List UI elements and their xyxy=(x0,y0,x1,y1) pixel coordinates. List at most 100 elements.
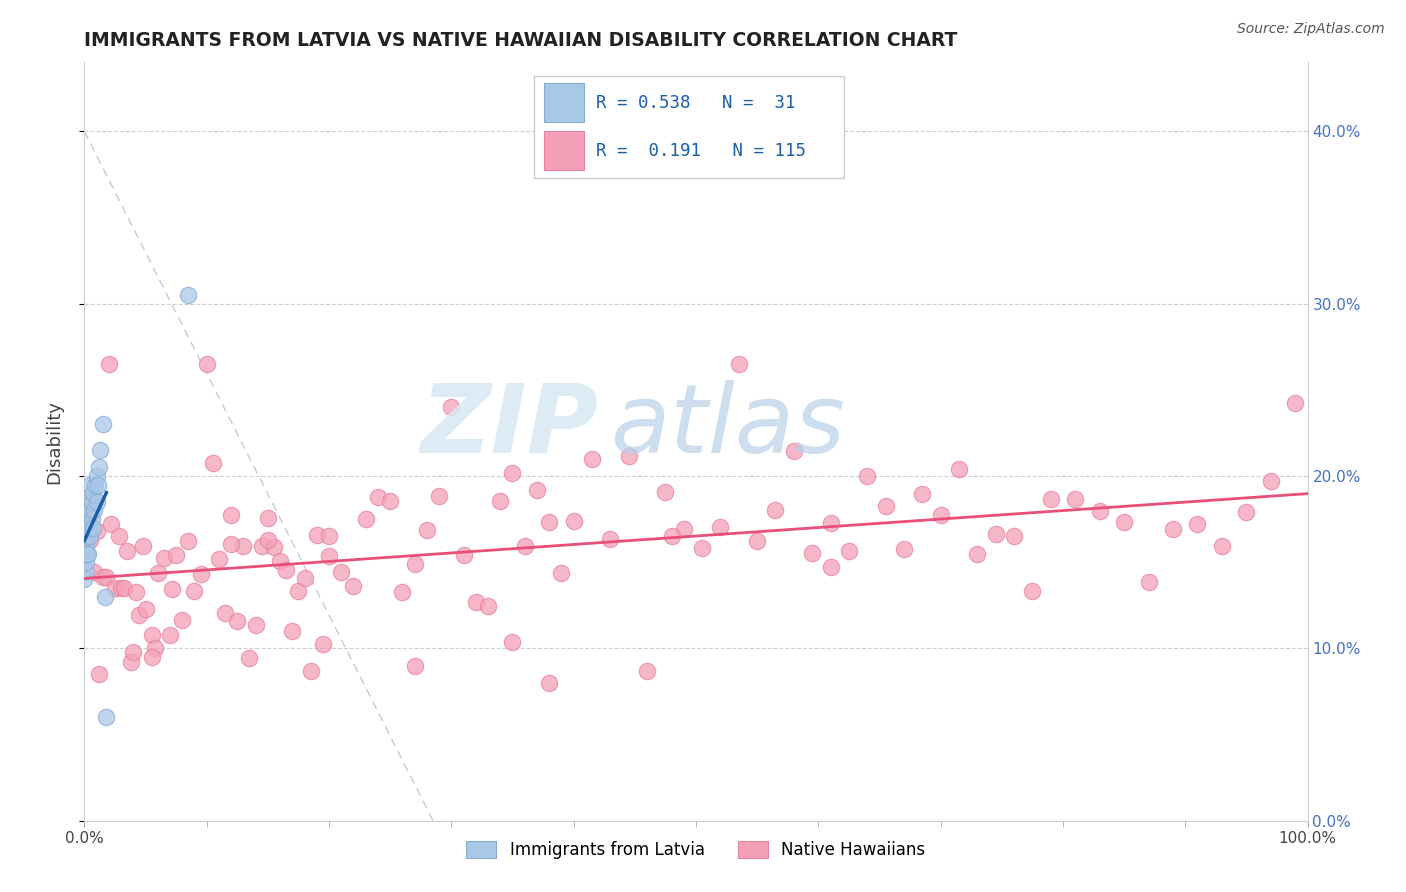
Point xyxy=(82,486,104,500)
Text: R =  0.191   N = 115: R = 0.191 N = 115 xyxy=(596,142,806,160)
Point xyxy=(135,602,157,616)
Point xyxy=(690,541,713,555)
Point xyxy=(318,549,340,564)
Text: Source: ZipAtlas.com: Source: ZipAtlas.com xyxy=(1237,22,1385,37)
Point xyxy=(581,451,603,466)
Point xyxy=(416,523,439,537)
Point xyxy=(427,489,450,503)
Text: R = 0.538   N =  31: R = 0.538 N = 31 xyxy=(596,94,796,112)
Point xyxy=(89,443,111,458)
Point xyxy=(96,710,118,724)
Point xyxy=(96,569,118,583)
Point xyxy=(153,550,176,565)
Point xyxy=(84,477,107,491)
Point xyxy=(91,570,114,584)
Point xyxy=(201,456,224,470)
Point xyxy=(911,487,934,501)
Point xyxy=(177,288,200,302)
Point xyxy=(77,495,100,509)
Point xyxy=(929,508,952,522)
Point xyxy=(80,512,103,526)
Point xyxy=(538,675,561,690)
Point xyxy=(305,528,328,542)
Point xyxy=(489,494,512,508)
Point xyxy=(661,528,683,542)
Point xyxy=(219,537,242,551)
Point xyxy=(79,503,101,517)
Point xyxy=(214,606,236,620)
Point xyxy=(107,529,129,543)
Point xyxy=(195,357,218,371)
Point xyxy=(122,645,145,659)
Point xyxy=(172,613,194,627)
Point xyxy=(263,540,285,554)
Point xyxy=(219,508,242,523)
Point xyxy=(146,566,169,581)
Point xyxy=(82,521,104,535)
Point xyxy=(709,520,731,534)
Point xyxy=(1114,515,1136,529)
Point xyxy=(86,524,108,539)
Point xyxy=(226,614,249,628)
Point xyxy=(1002,529,1025,543)
Point xyxy=(80,495,103,509)
Point xyxy=(232,539,254,553)
Bar xyxy=(544,83,583,122)
Point xyxy=(110,581,132,595)
Point xyxy=(1039,491,1062,506)
Point xyxy=(86,495,108,509)
Point xyxy=(1187,516,1209,531)
Point xyxy=(190,567,212,582)
Point xyxy=(404,658,426,673)
Point xyxy=(77,503,100,517)
Point xyxy=(83,566,105,580)
Point xyxy=(367,490,389,504)
Point xyxy=(83,503,105,517)
Point xyxy=(330,565,353,579)
Point xyxy=(162,582,184,596)
Point xyxy=(76,529,98,543)
Point xyxy=(312,637,335,651)
Point xyxy=(141,649,163,664)
Point xyxy=(477,599,499,613)
Point xyxy=(342,579,364,593)
Point xyxy=(1284,396,1306,410)
Point xyxy=(79,477,101,491)
Point xyxy=(765,503,787,517)
Point xyxy=(727,357,749,371)
Point xyxy=(672,522,695,536)
Point xyxy=(1064,492,1087,507)
Point xyxy=(87,460,110,475)
Point xyxy=(125,585,148,599)
Point xyxy=(838,543,860,558)
Point xyxy=(801,546,824,560)
Point xyxy=(281,624,304,638)
Point xyxy=(87,667,110,681)
Point xyxy=(856,469,879,483)
Point xyxy=(747,533,769,548)
Point xyxy=(538,515,561,529)
Point xyxy=(75,538,97,552)
Point xyxy=(112,581,135,595)
Point xyxy=(75,547,97,561)
Point xyxy=(550,566,572,581)
Point xyxy=(502,635,524,649)
Point xyxy=(86,469,108,483)
Point xyxy=(73,573,96,587)
Point xyxy=(104,581,127,595)
Text: ZIP: ZIP xyxy=(420,380,598,473)
Point xyxy=(526,483,548,497)
Point xyxy=(966,547,988,561)
Point xyxy=(79,533,101,547)
Point xyxy=(257,533,280,548)
Point xyxy=(1021,583,1043,598)
Point xyxy=(76,521,98,535)
Point xyxy=(440,400,463,414)
Point xyxy=(115,543,138,558)
Point xyxy=(1137,574,1160,589)
Point xyxy=(75,564,97,578)
Point xyxy=(276,563,298,577)
Point xyxy=(132,539,155,553)
Text: IMMIGRANTS FROM LATVIA VS NATIVE HAWAIIAN DISABILITY CORRELATION CHART: IMMIGRANTS FROM LATVIA VS NATIVE HAWAIIA… xyxy=(84,30,957,50)
Point xyxy=(250,539,273,553)
